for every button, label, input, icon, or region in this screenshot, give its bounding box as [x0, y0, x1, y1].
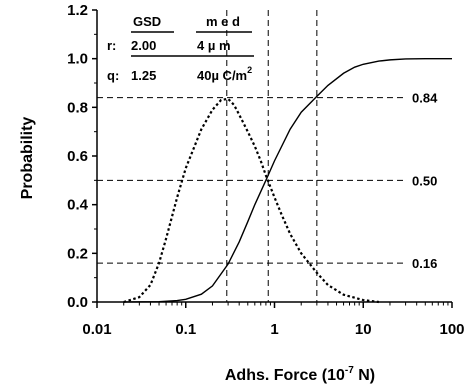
annot-row1-label: r:	[107, 38, 116, 53]
annot-row2-gsd: 1.25	[131, 68, 156, 83]
annot-row2-med: 40µ C/m2	[197, 65, 252, 83]
x-tick-label-0: 0.01	[82, 321, 111, 338]
annot-header-gsd: GSD	[133, 14, 161, 29]
annot-row2-label: q:	[107, 68, 119, 83]
ref-hline-label-2: 0.16	[412, 256, 437, 271]
y-axis-title: Probability	[19, 117, 36, 200]
annot-row1-med: 4 µ m	[197, 38, 231, 53]
y-tick-label-5: 1.0	[67, 51, 88, 68]
series-line-1	[124, 99, 379, 302]
annot-header-med: m e d	[206, 14, 240, 29]
x-tick-label-2: 1	[270, 321, 278, 338]
y-tick-label-6: 1.2	[67, 2, 88, 19]
axes	[97, 10, 452, 302]
y-tick-label-2: 0.4	[67, 197, 89, 214]
y-tick-label-3: 0.6	[67, 148, 88, 165]
y-tick-label-1: 0.2	[67, 245, 88, 262]
ref-hline-label-1: 0.50	[412, 173, 437, 188]
x-axis-title: Adhs. Force (10-7 N)	[225, 365, 375, 384]
ticks: 0.0 0.2 0.4 0.6 0.8 1.0 1.2 0.01 0.1 1 10 100	[67, 2, 464, 338]
y-tick-label-4: 0.8	[67, 99, 88, 116]
x-tick-label-3: 10	[355, 321, 372, 338]
x-tick-label-4: 100	[439, 321, 464, 338]
ref-hline-label-0: 0.84	[412, 91, 438, 106]
plot-area: 0.84 0.50 0.16	[97, 10, 438, 302]
annotation-table: GSD m e d r: 2.00 4 µ m q: 1.25 40µ C/m2	[107, 14, 254, 83]
annot-row1-gsd: 2.00	[131, 38, 156, 53]
y-tick-label-0: 0.0	[67, 294, 88, 311]
x-tick-label-1: 0.1	[175, 321, 196, 338]
